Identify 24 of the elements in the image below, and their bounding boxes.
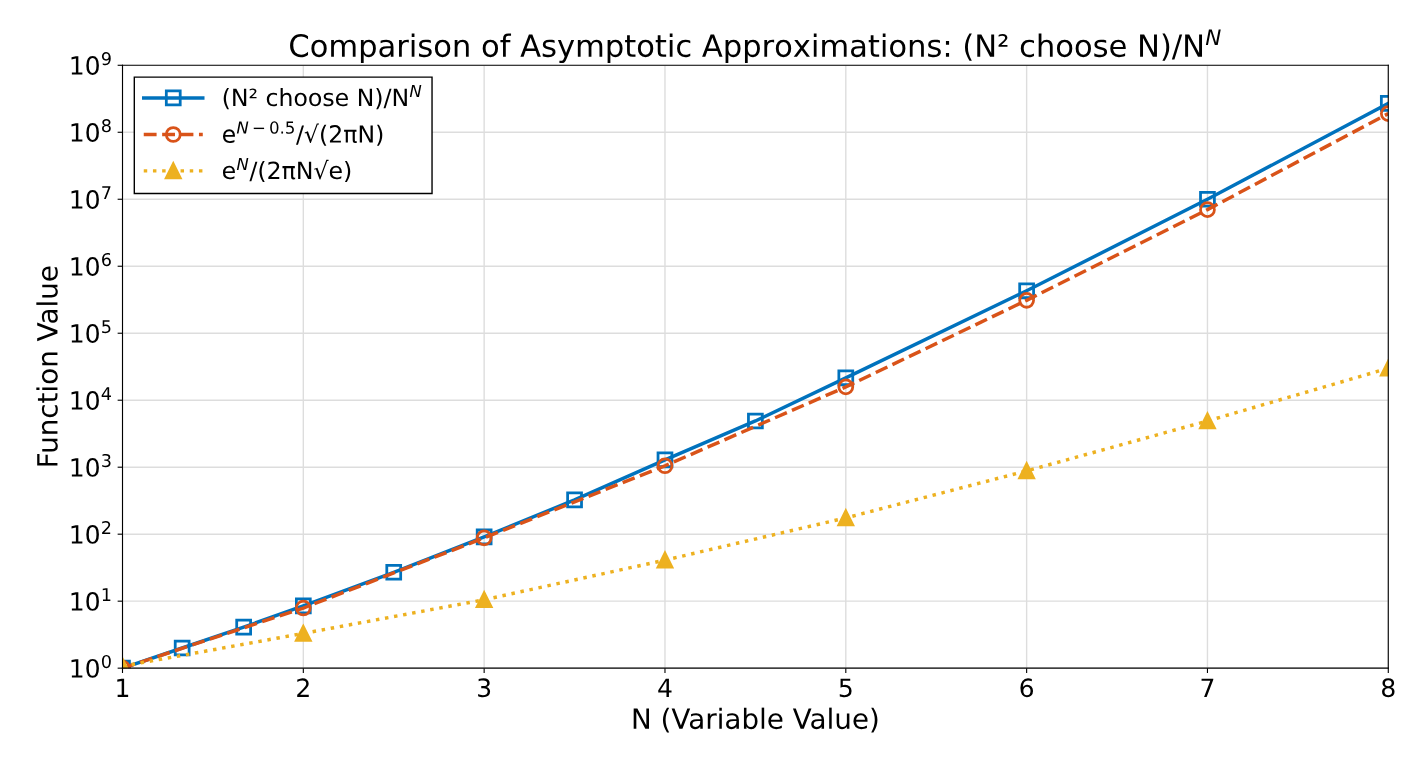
legend-label: e$^{N}$/(2πN√e) — [222, 157, 351, 183]
x-tick-label: 7 — [1201, 678, 1214, 697]
legend-label: e$^{N−0.5}$/√(2πN) — [222, 121, 383, 146]
chart-title: Comparison of Asymptotic Approximations: (N² choose N)/N$^{N}$ — [290, 29, 1221, 64]
y-tick-label: 10$^{8}$ — [71, 119, 111, 142]
y-tick-label: 10$^{2}$ — [71, 520, 111, 544]
y-tick-label: 10$^{4}$ — [71, 387, 111, 410]
y-tick-label: 10$^{7}$ — [71, 186, 111, 209]
x-tick-label: 5 — [839, 678, 852, 698]
x-tick-label: 2 — [297, 678, 309, 697]
x-tick-label: 8 — [1382, 678, 1395, 698]
y-tick-label: 10$^{1}$ — [71, 588, 111, 611]
y-tick-label: 10$^{6}$ — [71, 252, 111, 276]
legend-label: (N² choose N)/N$^{N}$ — [223, 84, 422, 110]
x-tick-label: 1 — [117, 678, 129, 697]
y-tick-label: 10$^{9}$ — [71, 52, 111, 75]
x-tick-label: 3 — [478, 678, 491, 698]
y-axis-title: Function Value — [36, 266, 58, 466]
y-tick-label: 10$^{3}$ — [71, 453, 111, 477]
y-tick-label: 10$^{5}$ — [71, 320, 111, 343]
x-tick-label: 6 — [1020, 678, 1034, 698]
x-axis-title: N (Variable Value) — [633, 707, 878, 733]
x-tick-label: 4 — [658, 678, 672, 697]
y-tick-label: 10$^{0}$ — [71, 654, 111, 678]
